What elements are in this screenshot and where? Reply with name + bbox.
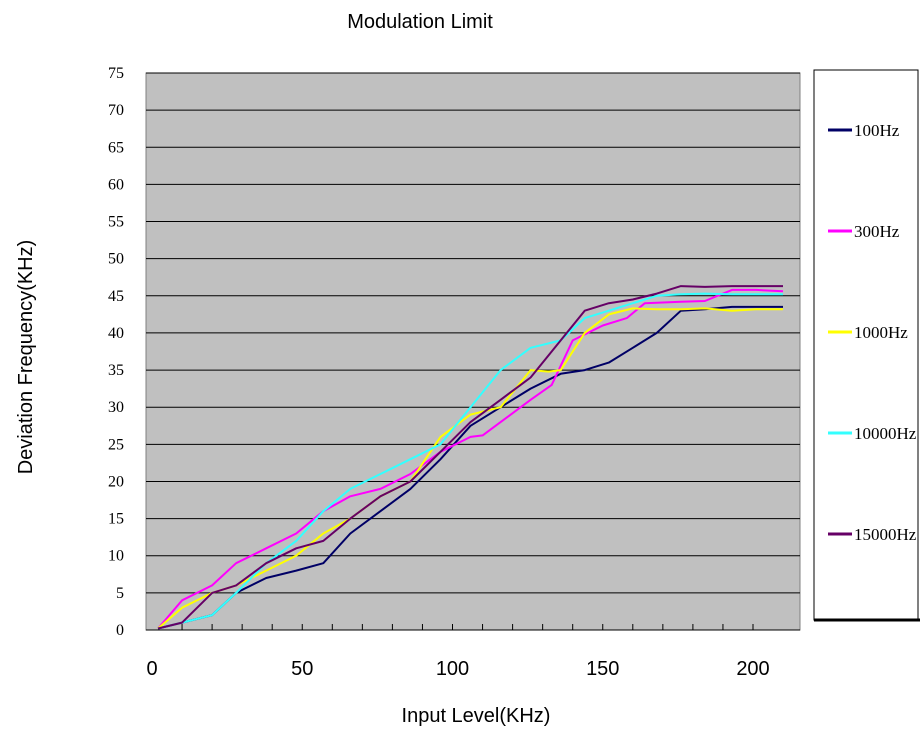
legend: 100Hz 300Hz 1000Hz 10000Hz 15000Hz xyxy=(813,69,920,622)
series-line-1000Hz xyxy=(157,307,783,630)
series-lines xyxy=(157,285,784,630)
y-tick-label: 60 xyxy=(108,176,124,193)
x-tick-label: 150 xyxy=(586,658,619,680)
x-tick-label: 100 xyxy=(436,658,469,680)
y-tick-label: 55 xyxy=(108,214,124,231)
x-tick-label: 200 xyxy=(736,658,769,680)
y-tick-label: 5 xyxy=(116,585,124,602)
y-tick-label: 50 xyxy=(108,251,124,268)
y-tick-label: 65 xyxy=(108,139,124,156)
y-tick-label: 45 xyxy=(108,288,124,305)
legend-label: 300Hz xyxy=(854,222,900,241)
series-line-10000Hz xyxy=(157,292,783,630)
y-tick-label: 40 xyxy=(108,325,124,342)
chart-title: Modulation Limit xyxy=(347,11,493,33)
grid-lines xyxy=(146,72,800,631)
y-tick-label: 30 xyxy=(108,399,124,416)
legend-label: 10000Hz xyxy=(854,424,917,443)
legend-label: 15000Hz xyxy=(854,525,917,544)
y-axis-label: Deviation Frequency(KHz) xyxy=(15,240,37,475)
plot-area xyxy=(145,72,801,631)
series-line-100Hz xyxy=(157,305,783,630)
x-axis-label: Input Level(KHz) xyxy=(402,705,551,727)
y-tick-label: 25 xyxy=(108,436,124,453)
x-tick-label: 0 xyxy=(146,658,157,680)
y-tick-label: 70 xyxy=(108,102,124,119)
legend-label: 1000Hz xyxy=(854,323,908,342)
series-line-15000Hz xyxy=(157,285,783,630)
y-tick-label: 75 xyxy=(108,65,124,82)
legend-box xyxy=(813,69,919,621)
y-tick-label: 10 xyxy=(108,548,124,565)
series-line-300Hz xyxy=(157,288,784,630)
x-axis-ticks: 0 50 100 150 200 xyxy=(146,658,769,680)
y-axis-ticks: 0 5 10 15 20 25 30 35 40 45 50 55 60 65 70 75 xyxy=(108,65,124,639)
y-tick-label: 35 xyxy=(108,362,124,379)
y-tick-label: 20 xyxy=(108,473,124,490)
y-tick-label: 0 xyxy=(116,622,124,639)
y-tick-label: 15 xyxy=(108,511,124,528)
legend-label: 100Hz xyxy=(854,121,900,140)
x-tick-label: 50 xyxy=(291,658,313,680)
